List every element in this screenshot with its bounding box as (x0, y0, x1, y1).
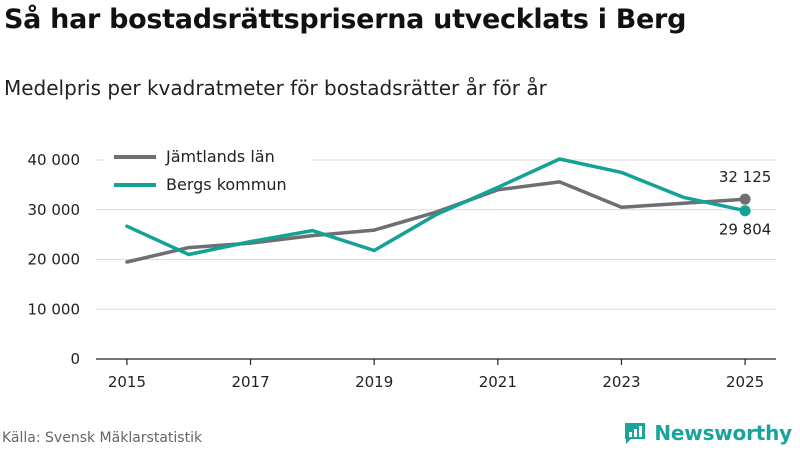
chart-subtitle: Medelpris per kvadratmeter för bostadsrä… (4, 76, 547, 100)
x-tick-label: 2015 (108, 373, 146, 391)
series-end-marker-0 (739, 193, 751, 205)
y-tick-label: 30 000 (28, 201, 81, 219)
x-tick-label: 2025 (726, 373, 764, 391)
series-line-1 (125, 157, 747, 257)
y-tick-label: 10 000 (28, 300, 81, 318)
legend-label-0: Jämtlands län (165, 147, 275, 166)
x-tick-label: 2021 (479, 373, 517, 391)
brand-name: Newsworthy (654, 421, 792, 445)
series-end-label-1: 29 804 (719, 221, 772, 239)
chart-title: Så har bostadsrättspriserna utvecklats i… (4, 4, 687, 35)
y-tick-label: 20 000 (28, 251, 81, 269)
series-end-label-0: 32 125 (719, 168, 772, 186)
y-tick-label: 40 000 (28, 151, 81, 169)
x-tick-label: 2017 (231, 373, 269, 391)
y-tick-label: 0 (70, 350, 80, 368)
legend-background (104, 142, 312, 200)
legend-label-1: Bergs kommun (166, 175, 287, 194)
source-note: Källa: Svensk Mäklarstatistik (2, 430, 203, 446)
brand-logo[interactable]: Newsworthy (622, 420, 792, 446)
newsworthy-logo-icon (625, 423, 646, 444)
legend: Jämtlands län Bergs kommun (104, 142, 312, 200)
x-tick-label: 2019 (355, 373, 393, 391)
series-end-marker-1 (739, 205, 751, 217)
x-tick-label: 2023 (602, 373, 640, 391)
